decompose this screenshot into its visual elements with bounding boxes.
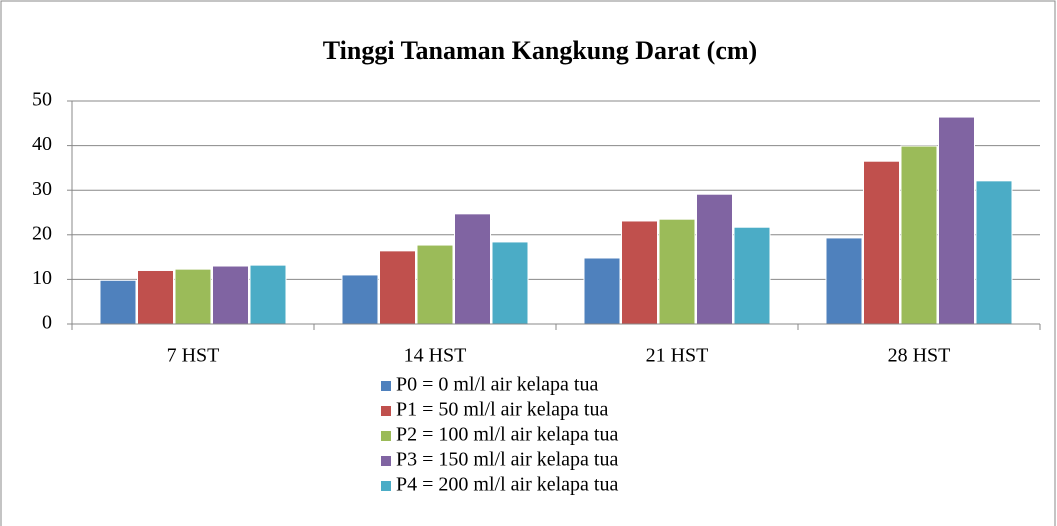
chart-title: Tinggi Tanaman Kangkung Darat (cm) (323, 36, 757, 65)
legend-label: P4 = 200 ml/l air kelapa tua (396, 474, 618, 496)
bar (583, 257, 621, 325)
bar (733, 226, 771, 325)
y-tick-label: 20 (32, 222, 52, 244)
bar (658, 218, 696, 325)
bar (454, 213, 491, 325)
bar (863, 160, 900, 325)
legend-swatch (381, 381, 391, 391)
bar (416, 244, 454, 325)
bar (900, 145, 938, 325)
x-tick-label: 21 HST (646, 345, 709, 367)
y-tick-label: 10 (32, 267, 52, 289)
bar (137, 269, 174, 325)
x-tick-label: 28 HST (888, 345, 951, 367)
bar (696, 193, 733, 325)
legend-swatch (381, 456, 391, 466)
bar (249, 264, 287, 325)
bar (212, 265, 249, 325)
bar (938, 116, 975, 325)
bar (975, 180, 1013, 325)
legend-label: P3 = 150 ml/l air kelapa tua (396, 449, 618, 471)
x-tick-label: 7 HST (167, 345, 220, 367)
y-tick-label: 0 (42, 312, 52, 334)
legend-label: P2 = 100 ml/l air kelapa tua (396, 424, 618, 446)
bar (491, 241, 529, 325)
legend-label: P0 = 0 ml/l air kelapa tua (396, 374, 598, 396)
x-tick-label: 14 HST (404, 345, 467, 367)
y-tick-label: 40 (32, 133, 52, 155)
legend-swatch (381, 406, 391, 416)
bar (174, 268, 212, 325)
bar (621, 220, 658, 325)
bar (825, 237, 863, 325)
legend-swatch (381, 481, 391, 491)
legend-swatch (381, 431, 391, 441)
y-tick-label: 50 (32, 89, 52, 111)
y-tick-label: 30 (32, 178, 52, 200)
legend-label: P1 = 50 ml/l air kelapa tua (396, 399, 608, 421)
bar (379, 250, 416, 325)
bar (341, 274, 379, 325)
bar (99, 279, 137, 325)
